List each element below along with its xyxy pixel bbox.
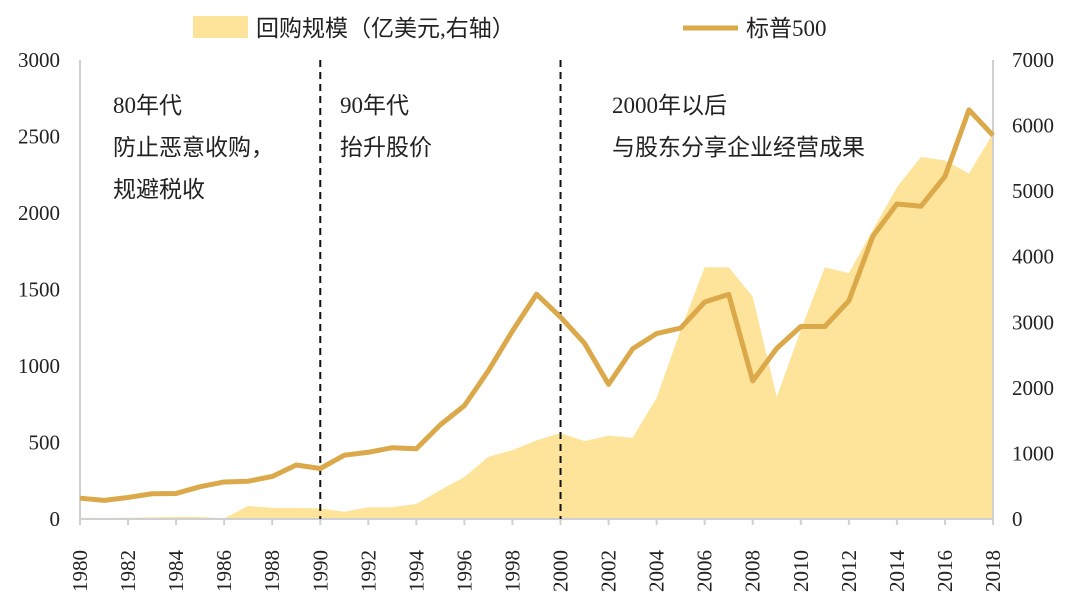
x-tick-label: 2014 (885, 550, 909, 593)
x-tick-label: 2000 (549, 550, 573, 592)
x-tick-label: 2006 (693, 550, 717, 592)
x-tick-label: 1998 (500, 550, 524, 592)
x-tick-label: 1992 (356, 550, 380, 592)
left-tick-label: 500 (29, 431, 61, 455)
x-tick-label: 2016 (933, 550, 957, 592)
era-annotation-text: 80年代 (113, 93, 182, 118)
x-tick-label: 1994 (404, 550, 428, 593)
x-tick-label: 1996 (452, 550, 476, 592)
era-annotation-text: 抬升股价 (340, 135, 432, 160)
x-tick-label: 1980 (68, 550, 92, 592)
x-tick-label: 1984 (164, 550, 188, 593)
left-tick-label: 1500 (18, 278, 60, 302)
right-tick-label: 6000 (1012, 114, 1054, 138)
x-tick-label: 2002 (597, 550, 621, 592)
x-tick-label: 1990 (308, 550, 332, 592)
x-tick-label: 1988 (260, 550, 284, 592)
x-tick-label: 1986 (212, 550, 236, 592)
right-tick-label: 7000 (1012, 48, 1054, 72)
buyback-area (80, 133, 993, 519)
legend-swatch-buyback (193, 16, 248, 38)
x-tick-label: 2004 (645, 550, 669, 593)
right-tick-label: 4000 (1012, 245, 1054, 269)
x-tick-label: 2018 (981, 550, 1005, 592)
legend-label-sp500: 标普500 (746, 16, 827, 41)
right-tick-label: 1000 (1012, 441, 1054, 465)
right-tick-label: 5000 (1012, 179, 1054, 203)
right-tick-label: 3000 (1012, 310, 1054, 334)
x-tick-label: 2010 (789, 550, 813, 592)
era-annotation-text: 2000年以后 (612, 93, 727, 118)
legend: 回购规模（亿美元,右轴） 标普500 (193, 16, 827, 41)
era-annotation-text: 与股东分享企业经营成果 (612, 135, 865, 160)
left-tick-label: 1000 (18, 354, 60, 378)
left-tick-label: 2000 (18, 201, 60, 225)
left-tick-label: 2500 (18, 125, 60, 149)
era-annotation-text: 90年代 (340, 93, 409, 118)
x-tick-label: 2008 (741, 550, 765, 592)
legend-label-buyback: 回购规模（亿美元,右轴） (256, 16, 515, 41)
right-tick-label: 0 (1012, 507, 1023, 531)
x-tick-label: 1982 (116, 550, 140, 592)
left-tick-label: 3000 (18, 48, 60, 72)
right-tick-label: 2000 (1012, 376, 1054, 400)
era-annotation-text: 规避税收 (113, 177, 205, 202)
sp500-line (79, 107, 995, 503)
era-annotation-text: 防止恶意收购， (113, 135, 274, 160)
x-tick-label: 2012 (837, 550, 861, 592)
left-tick-label: 0 (50, 507, 61, 531)
